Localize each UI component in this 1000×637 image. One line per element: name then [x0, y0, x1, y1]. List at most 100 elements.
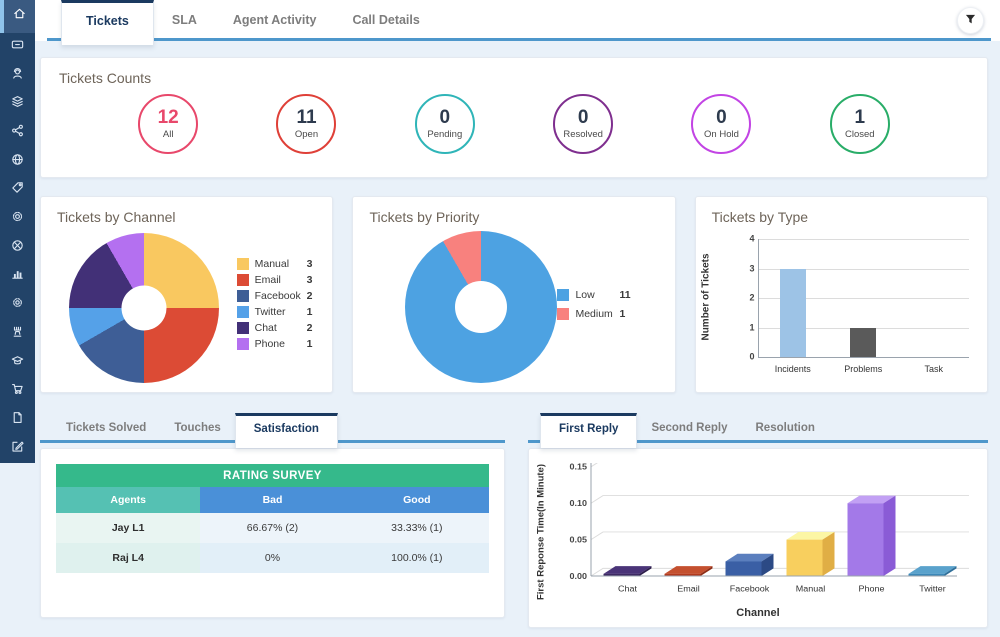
legend-count: 2 — [307, 322, 313, 334]
bad-value: 66.67% (2) — [200, 513, 344, 543]
tab-sla[interactable]: SLA — [154, 0, 215, 41]
support-agent-icon — [10, 66, 25, 86]
sidebar-nav — [0, 0, 35, 463]
bad-value: 0% — [200, 543, 344, 573]
legend-count: 3 — [307, 274, 313, 286]
tickets-counts-row: 12 All 11 Open 0 Pending 0 Resolved 0 — [59, 86, 969, 154]
legend-swatch — [237, 338, 249, 350]
svg-text:Twitter: Twitter — [919, 584, 946, 594]
satisfaction-panel-tabs: Tickets Solved Touches Satisfaction — [40, 413, 505, 443]
col-header-bad[interactable]: Bad — [200, 487, 344, 513]
count-label: Resolved — [563, 129, 603, 140]
sidebar-item-settings[interactable] — [0, 205, 35, 234]
settings-2-icon — [10, 295, 25, 315]
legend-label: Phone — [255, 338, 307, 350]
priority-chart-title: Tickets by Priority — [369, 209, 658, 225]
legend-item[interactable]: Email3 — [237, 274, 313, 286]
svg-text:0.05: 0.05 — [570, 535, 588, 545]
sidebar-item-store[interactable] — [0, 377, 35, 406]
xlabel-incidents: Incidents — [758, 364, 828, 374]
type-chart: Number of Tickets 4 3 2 1 0 — [712, 235, 973, 358]
legend-label: Twitter — [255, 306, 307, 318]
home-icon — [12, 6, 27, 26]
sidebar-item-layers[interactable] — [0, 90, 35, 119]
first-reply-card: First Reponse Time(In Minute) 0.000.050.… — [528, 448, 988, 628]
tab-satisfaction[interactable]: Satisfaction — [235, 413, 338, 448]
rating-survey-title: RATING SURVEY — [56, 464, 489, 487]
count-circle-pending[interactable]: 0 Pending — [415, 94, 475, 154]
reply-chart-plot[interactable]: 0.000.050.100.15ChatEmailFacebookManualP… — [555, 463, 975, 599]
channel-legend: Manual3 Email3 Facebook2 Twitter1 Chat2 … — [237, 254, 313, 354]
tickets-by-type-card: Tickets by Type Number of Tickets 4 3 2 … — [695, 196, 988, 393]
table-row[interactable]: Jay L1 66.67% (2) 33.33% (1) — [56, 513, 489, 543]
legend-item[interactable]: Twitter1 — [237, 306, 313, 318]
bar-chart-icon — [10, 266, 25, 286]
legend-item[interactable]: Phone1 — [237, 338, 313, 350]
count-circle-resolved[interactable]: 0 Resolved — [553, 94, 613, 154]
layers-icon — [10, 94, 25, 114]
sidebar-item-training[interactable] — [0, 348, 35, 377]
charts-row: Tickets by Channel Manual3 Email3 Facebo… — [40, 196, 988, 393]
reply-chart-ylabel: First Reponse Time(In Minute) — [536, 464, 547, 600]
tab-agent-activity[interactable]: Agent Activity — [215, 0, 335, 41]
svg-text:Manual: Manual — [796, 584, 826, 594]
tab-tickets[interactable]: Tickets — [61, 0, 154, 45]
legend-item[interactable]: Medium1 — [557, 308, 630, 320]
sidebar-item-tags[interactable] — [0, 176, 35, 205]
col-header-agents[interactable]: Agents — [56, 487, 200, 513]
svg-text:Chat: Chat — [618, 584, 638, 594]
type-chart-ylabel: Number of Tickets — [700, 253, 711, 340]
legend-label: Low — [575, 289, 619, 301]
sidebar-item-web[interactable] — [0, 147, 35, 176]
reply-chart-xlabel: Channel — [539, 607, 977, 619]
sidebar-item-reports[interactable] — [0, 262, 35, 291]
count-circle-closed[interactable]: 1 Closed — [830, 94, 890, 154]
bar-problems[interactable] — [850, 328, 876, 358]
share-icon — [10, 123, 25, 143]
sidebar-item-billing[interactable] — [0, 33, 35, 62]
svg-text:0.10: 0.10 — [570, 498, 588, 508]
tab-call-details[interactable]: Call Details — [334, 0, 437, 41]
tag-icon — [10, 180, 25, 200]
table-row[interactable]: Raj L4 0% 100.0% (1) — [56, 543, 489, 573]
xlabel-problems: Problems — [828, 364, 898, 374]
bar-incidents[interactable] — [780, 269, 806, 358]
legend-swatch — [237, 258, 249, 270]
rook-icon — [10, 324, 25, 344]
type-xlabels: Incidents Problems Task — [758, 364, 969, 374]
channel-chart: Manual3 Email3 Facebook2 Twitter1 Chat2 … — [57, 225, 316, 383]
tab-touches[interactable]: Touches — [160, 413, 234, 443]
tab-resolution[interactable]: Resolution — [742, 413, 829, 443]
legend-count: 1 — [307, 338, 313, 350]
legend-item[interactable]: Facebook2 — [237, 290, 313, 302]
filter-button[interactable] — [957, 7, 984, 34]
tab-second-reply[interactable]: Second Reply — [637, 413, 741, 443]
tab-tickets-solved[interactable]: Tickets Solved — [52, 413, 160, 443]
count-circle-open[interactable]: 11 Open — [276, 94, 336, 154]
sidebar-item-agents[interactable] — [0, 61, 35, 90]
tab-first-reply[interactable]: First Reply — [540, 413, 637, 448]
count-circle-on-hold[interactable]: 0 On Hold — [691, 94, 751, 154]
legend-swatch — [237, 290, 249, 302]
sidebar-item-sports[interactable] — [0, 233, 35, 262]
legend-item[interactable]: Low11 — [557, 289, 630, 301]
sidebar-item-compose[interactable] — [0, 434, 35, 463]
sidebar-item-gamification[interactable] — [0, 320, 35, 349]
sidebar-item-preferences[interactable] — [0, 291, 35, 320]
legend-count: 2 — [307, 290, 313, 302]
count-value: 0 — [578, 108, 589, 128]
col-header-good[interactable]: Good — [345, 487, 489, 513]
priority-donut[interactable] — [405, 231, 557, 383]
funnel-icon — [965, 12, 976, 30]
type-chart-title: Tickets by Type — [712, 209, 971, 225]
sports-ball-icon — [10, 238, 25, 258]
legend-item[interactable]: Chat2 — [237, 322, 313, 334]
sidebar-item-documents[interactable] — [0, 406, 35, 435]
channel-donut[interactable] — [69, 233, 219, 383]
sidebar-item-home[interactable] — [0, 0, 35, 33]
legend-label: Medium — [575, 308, 619, 320]
legend-item[interactable]: Manual3 — [237, 258, 313, 270]
ytick: 2 — [743, 293, 755, 303]
sidebar-item-share[interactable] — [0, 119, 35, 148]
count-circle-all[interactable]: 12 All — [138, 94, 198, 154]
